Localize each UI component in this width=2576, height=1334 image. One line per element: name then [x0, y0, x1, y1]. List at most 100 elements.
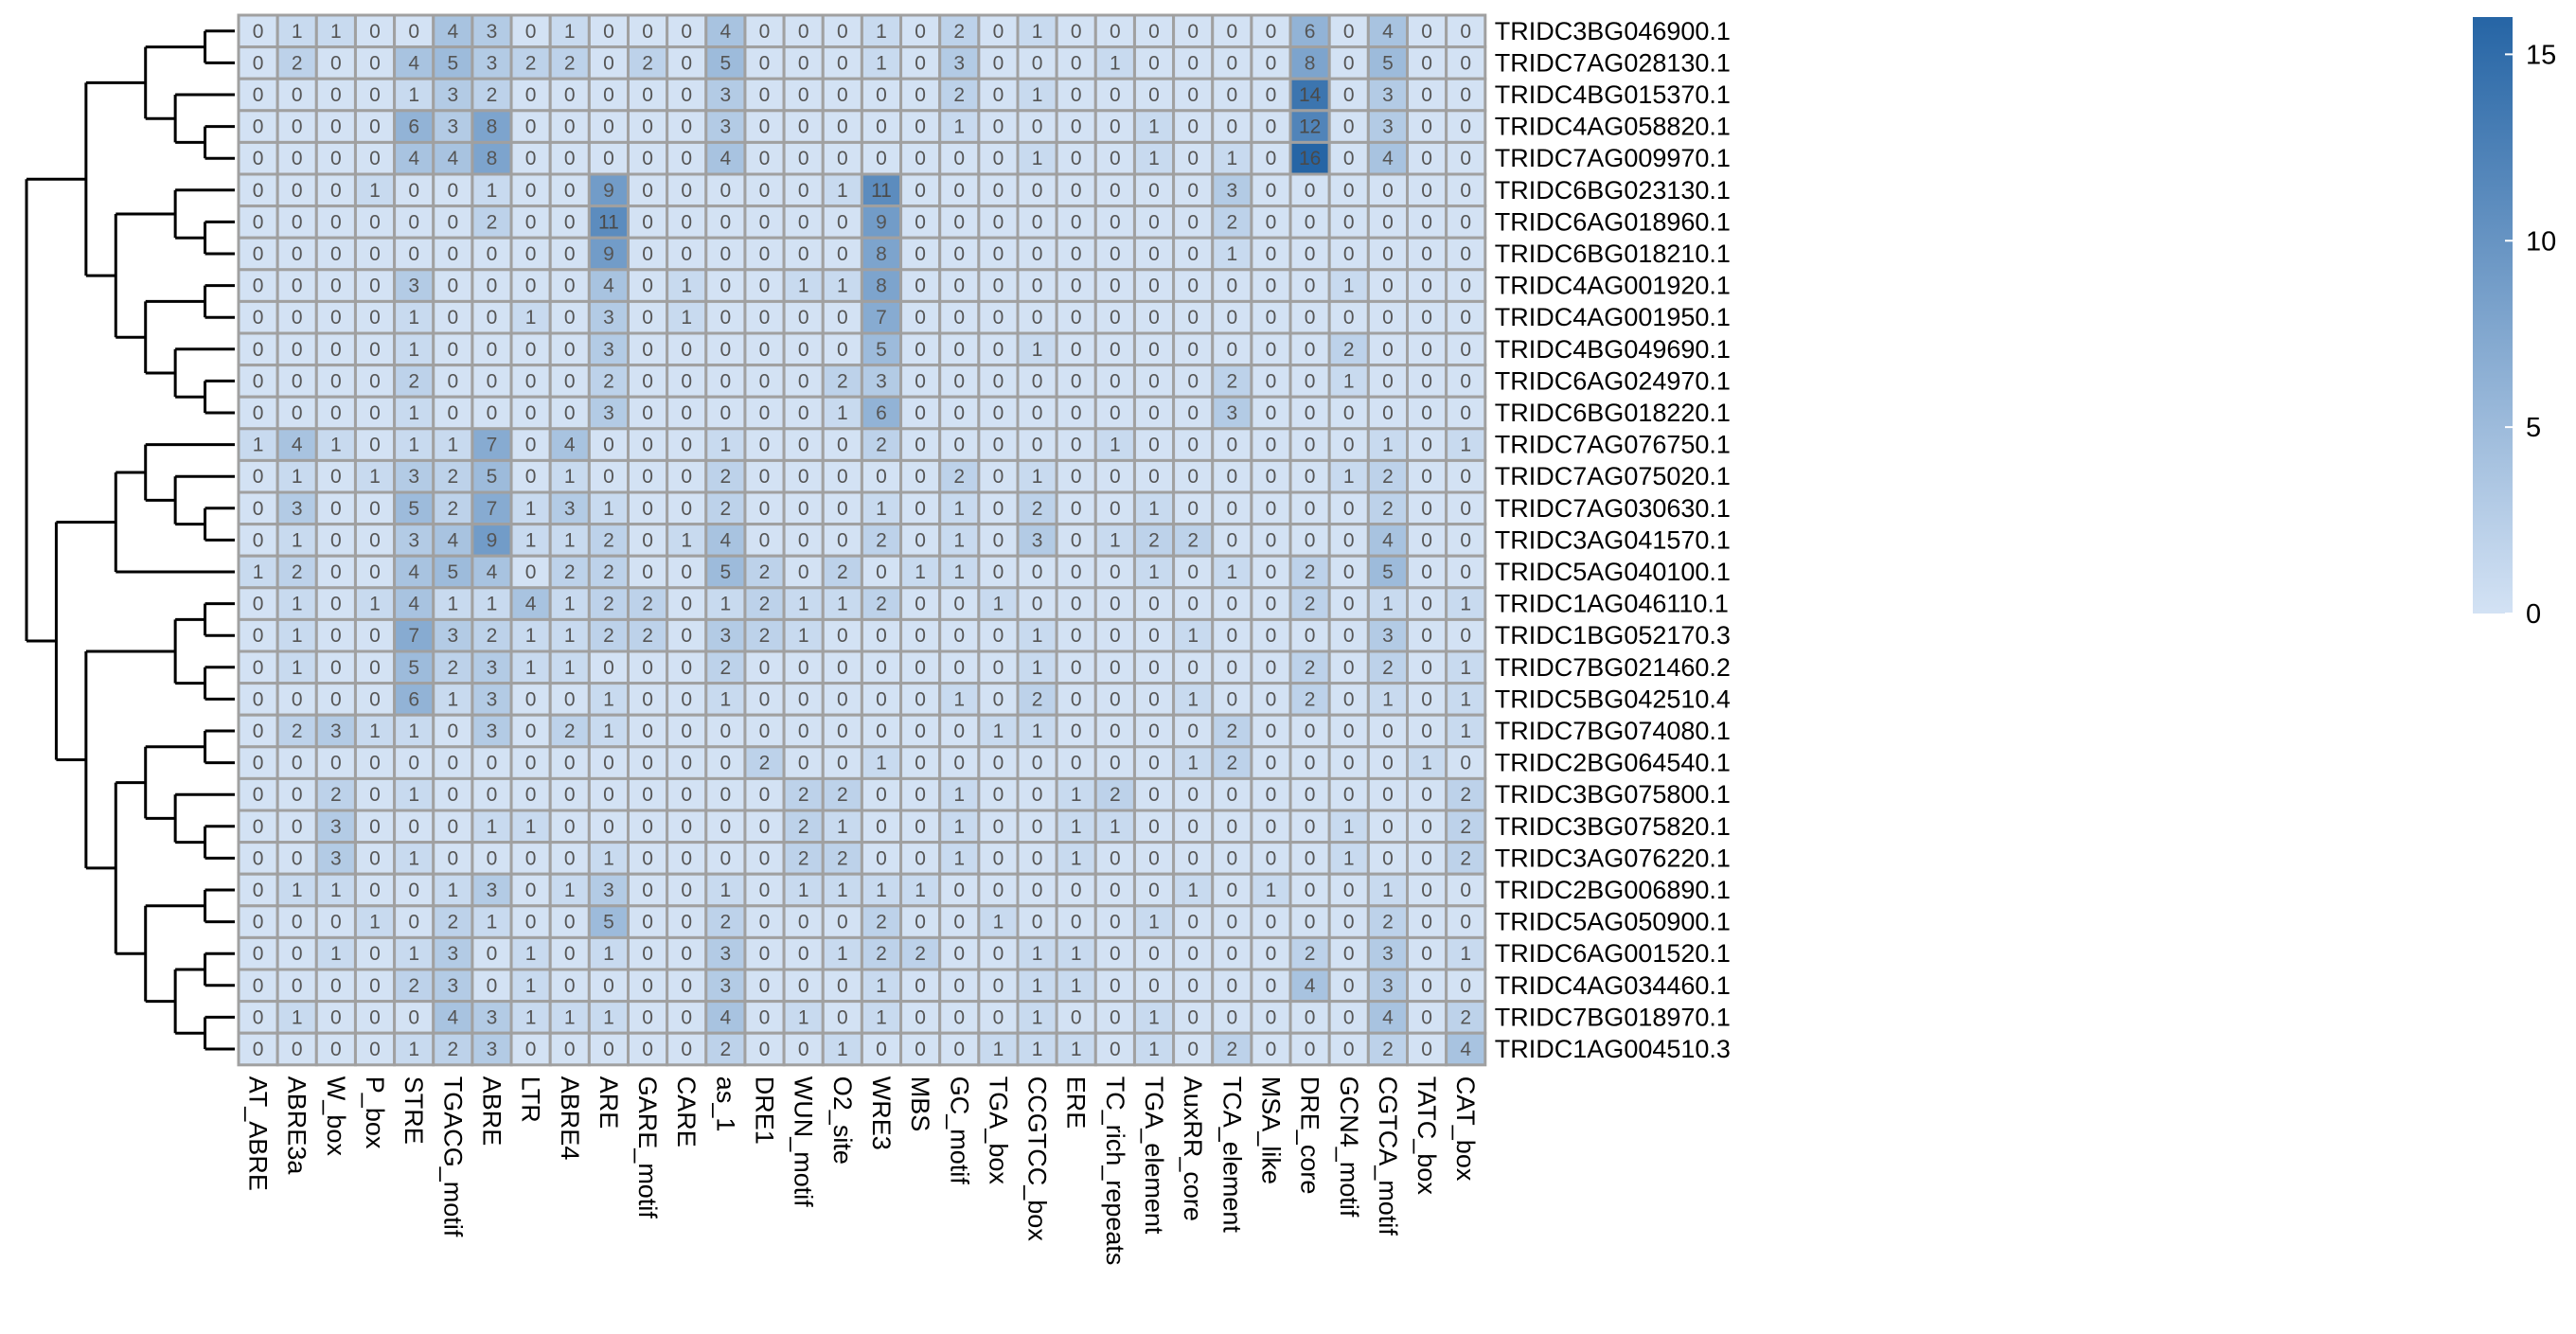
cell-value-label: 1 [525, 498, 537, 520]
cell-value-label: 0 [953, 943, 965, 965]
cell-value-label: 0 [1187, 52, 1199, 74]
cell-value-label: 0 [253, 370, 264, 392]
cell-value-label: 0 [1110, 912, 1121, 934]
cell-value-label: 0 [837, 116, 848, 138]
cell-value-label: 0 [915, 720, 926, 742]
cell-value-label: 0 [292, 180, 303, 202]
cell-value-label: 0 [253, 688, 264, 710]
cell-value-label: 1 [369, 466, 381, 488]
cell-value-label: 0 [1187, 847, 1199, 869]
cell-value-label: 0 [993, 307, 1004, 329]
cell-value-label: 0 [447, 784, 458, 806]
cell-value-label: 0 [525, 784, 537, 806]
cell-value-label: 0 [1187, 975, 1199, 997]
cell-value-label: 0 [1110, 148, 1121, 169]
cell-value-label: 1 [408, 339, 419, 361]
cell-value-label: 0 [1187, 435, 1199, 456]
cell-value-label: 1 [1110, 52, 1121, 74]
cell-value-label: 1 [603, 498, 614, 520]
cell-value-label: 0 [292, 943, 303, 965]
cell-value-label: 0 [1266, 816, 1277, 838]
cell-value-label: 0 [1266, 561, 1277, 583]
cell-value-label: 4 [447, 148, 458, 169]
cell-value-label: 0 [837, 529, 848, 551]
cell-value-label: 0 [993, 1006, 1004, 1028]
cell-value-label: 0 [447, 816, 458, 838]
cell-value-label: 1 [1148, 912, 1160, 934]
heatmap-cell [1211, 45, 1253, 80]
cell-value-label: 4 [1460, 1039, 1471, 1060]
cell-value-label: 0 [525, 466, 537, 488]
column-label: AuxRR_core [1179, 1076, 1207, 1221]
cell-value-label: 0 [330, 1006, 342, 1028]
heatmap-cell [1445, 331, 1487, 367]
cell-value-label: 0 [759, 21, 771, 43]
cell-value-label: 4 [408, 148, 419, 169]
cell-value-label: 0 [837, 211, 848, 233]
cell-value-label: 0 [564, 211, 576, 233]
cell-value-label: 1 [953, 498, 965, 520]
cell-value-label: 0 [798, 657, 809, 679]
cell-value-label: 1 [1382, 688, 1394, 710]
cell-value-label: 2 [876, 912, 887, 934]
cell-value-label: 0 [1226, 307, 1237, 329]
cell-value-label: 9 [603, 243, 614, 265]
cell-value-label: 0 [369, 1006, 381, 1028]
cell-value-label: 0 [915, 148, 926, 169]
cell-value-label: 2 [1382, 657, 1394, 679]
cell-value-label: 0 [369, 435, 381, 456]
cell-value-label: 0 [1460, 625, 1471, 647]
cell-value-label: 0 [369, 402, 381, 424]
cell-value-label: 1 [408, 784, 419, 806]
cell-value-label: 0 [1421, 529, 1432, 551]
cell-value-label: 4 [525, 594, 537, 615]
cell-value-label: 2 [292, 561, 303, 583]
cell-value-label: 0 [759, 276, 771, 297]
cell-value-label: 0 [1032, 753, 1043, 774]
cell-value-label: 0 [253, 21, 264, 43]
heatmap-cell [237, 109, 279, 144]
cell-value-label: 2 [953, 466, 965, 488]
cell-value-label: 1 [525, 529, 537, 551]
legend-tick-label: 10 [2526, 226, 2556, 257]
cell-value-label: 0 [525, 339, 537, 361]
cell-value-label: 0 [253, 816, 264, 838]
cell-value-label: 0 [1148, 753, 1160, 774]
cell-value-label: 0 [292, 816, 303, 838]
column-label: TGA_box [984, 1076, 1012, 1185]
heatmap-cell [1172, 427, 1215, 462]
cell-value-label: 0 [798, 339, 809, 361]
cell-value-label: 0 [1460, 370, 1471, 392]
cell-value-label: 4 [487, 561, 498, 583]
cell-value-label: 0 [876, 148, 887, 169]
cell-value-label: 0 [876, 657, 887, 679]
cell-value-label: 0 [1226, 975, 1237, 997]
cell-value-label: 3 [292, 498, 303, 520]
cell-value-label: 8 [487, 148, 498, 169]
column-label: TATC_box [1412, 1076, 1441, 1196]
cell-value-label: 0 [1110, 211, 1121, 233]
cell-value-label: 0 [1305, 211, 1316, 233]
cell-value-label: 0 [798, 688, 809, 710]
row-label: TRIDC6AG018960.1 [1495, 207, 1731, 236]
cell-value-label: 0 [564, 148, 576, 169]
cell-value-label: 0 [1187, 720, 1199, 742]
cell-value-label: 0 [681, 625, 692, 647]
cell-value-label: 0 [993, 211, 1004, 233]
cell-value-label: 0 [915, 466, 926, 488]
cell-value-label: 0 [1148, 657, 1160, 679]
heatmap-cell [1445, 364, 1487, 399]
cell-value-label: 0 [1421, 720, 1432, 742]
column-label: WUN_motif [790, 1076, 818, 1208]
cell-value-label: 0 [1071, 912, 1082, 934]
cell-value-label: 0 [1110, 625, 1121, 647]
cell-value-label: 2 [1148, 529, 1160, 551]
cell-value-label: 0 [525, 912, 537, 934]
cell-value-label: 0 [1110, 688, 1121, 710]
cell-value-label: 3 [953, 52, 965, 74]
cell-value-label: 0 [253, 625, 264, 647]
cell-value-label: 0 [1266, 688, 1277, 710]
cell-value-label: 1 [408, 307, 419, 329]
cell-value-label: 0 [1071, 594, 1082, 615]
cell-value-label: 0 [1148, 180, 1160, 202]
